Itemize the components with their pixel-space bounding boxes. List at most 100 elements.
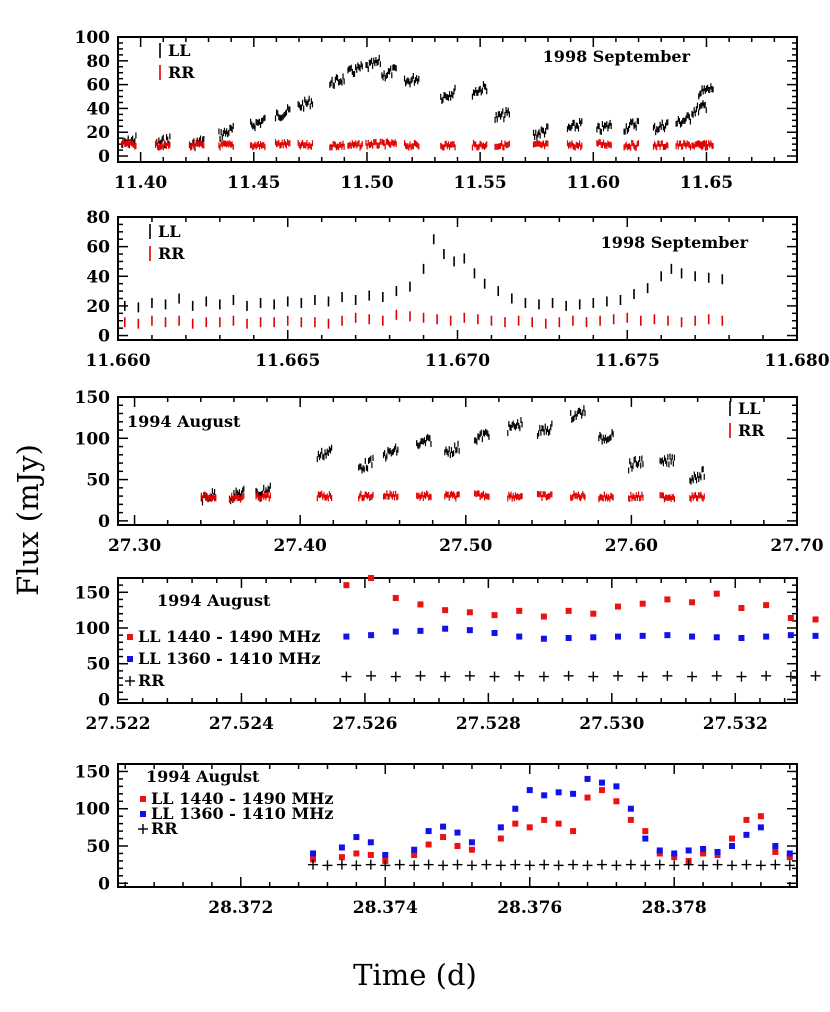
data-point [532, 140, 549, 150]
data-point [367, 839, 374, 846]
y-tick-label: 40 [86, 99, 110, 119]
y-tick-label: 80 [86, 208, 110, 228]
data-point [411, 851, 418, 858]
data-point [442, 607, 449, 614]
data-point [454, 843, 461, 849]
data-point [250, 141, 266, 151]
data-point [365, 859, 376, 870]
data-point [652, 119, 669, 136]
series-ll [123, 234, 724, 313]
panel-title: 1998 September [543, 47, 691, 66]
data-point [713, 590, 720, 597]
data-point [507, 417, 523, 437]
data-point [639, 632, 646, 639]
data-point [338, 854, 345, 861]
data-point [466, 609, 473, 616]
data-point [255, 491, 271, 502]
data-point [466, 627, 473, 634]
data-point [596, 138, 612, 150]
data-point [588, 671, 599, 682]
data-point [538, 671, 549, 682]
data-point [411, 846, 418, 853]
data-point [218, 122, 234, 142]
data-point [671, 854, 678, 861]
y-tick-label: 150 [75, 583, 111, 603]
data-point [200, 491, 217, 502]
y-tick-label: 100 [75, 800, 111, 820]
data-point [440, 823, 447, 830]
data-point [382, 490, 399, 501]
data-point [596, 859, 607, 870]
data-point [563, 670, 574, 681]
plot-frame [117, 577, 798, 704]
x-tick-label: 11.665 [255, 351, 320, 371]
legend-label: RR [138, 671, 165, 690]
x-tick-label: 11.680 [764, 351, 829, 371]
y-tick-label: 100 [75, 28, 111, 48]
legend-label: RR [151, 819, 178, 838]
data-point [662, 670, 673, 681]
data-point [786, 854, 793, 861]
data-point [494, 140, 510, 151]
data-point [652, 140, 669, 151]
data-point [416, 490, 432, 502]
series-ll [121, 54, 714, 152]
x-tick-label: 27.50 [439, 536, 492, 556]
data-point [565, 635, 572, 641]
data-point [536, 490, 553, 502]
data-point [329, 140, 345, 151]
data-point [444, 440, 460, 459]
plot-frame [117, 763, 798, 888]
data-point [415, 670, 426, 681]
data-point [452, 859, 463, 870]
data-point [770, 859, 781, 870]
legend-label: RR [158, 244, 185, 263]
data-point [417, 601, 424, 608]
chart-panel-1: 11.40 11.45 11.50 11.55 11.60 11.65 0 20 40 60 80 1… [75, 28, 798, 193]
data-point [438, 860, 449, 871]
legend-label: RR [168, 63, 195, 82]
data-point [491, 612, 498, 619]
data-point [454, 829, 461, 836]
data-point [785, 671, 796, 682]
data-point [491, 630, 498, 636]
y-tick-label: 40 [86, 267, 110, 287]
data-point [353, 850, 360, 857]
data-point [297, 139, 314, 150]
data-point [787, 615, 794, 621]
data-point [784, 860, 795, 871]
data-point [310, 856, 317, 863]
data-point [787, 632, 794, 639]
data-point [627, 816, 634, 823]
series-rr [308, 859, 795, 871]
x-tick-label: 27.524 [209, 714, 274, 734]
data-point [689, 599, 696, 606]
y-tick-label: 50 [86, 471, 110, 491]
data-point [738, 605, 745, 611]
x-tick-label: 11.40 [114, 173, 167, 193]
data-point [596, 119, 612, 135]
data-point [343, 633, 350, 640]
legend-marker [125, 676, 135, 686]
data-point [623, 139, 639, 151]
data-point [368, 575, 375, 581]
y-tick-label: 0 [98, 690, 110, 710]
data-point [627, 805, 634, 812]
data-point [310, 850, 317, 857]
data-point [471, 81, 488, 100]
series-ll [200, 405, 705, 506]
data-point [700, 850, 707, 857]
x-tick-label: 11.55 [454, 173, 507, 193]
data-point [464, 670, 475, 681]
data-point [570, 405, 586, 423]
data-point [541, 792, 548, 799]
data-point [358, 490, 374, 502]
data-point [612, 670, 623, 681]
data-point [392, 595, 399, 601]
x-tick-label: 28.378 [642, 898, 707, 918]
data-point [380, 860, 391, 871]
data-point [507, 491, 523, 502]
data-point [786, 850, 793, 857]
y-tick-label: 150 [75, 762, 111, 782]
